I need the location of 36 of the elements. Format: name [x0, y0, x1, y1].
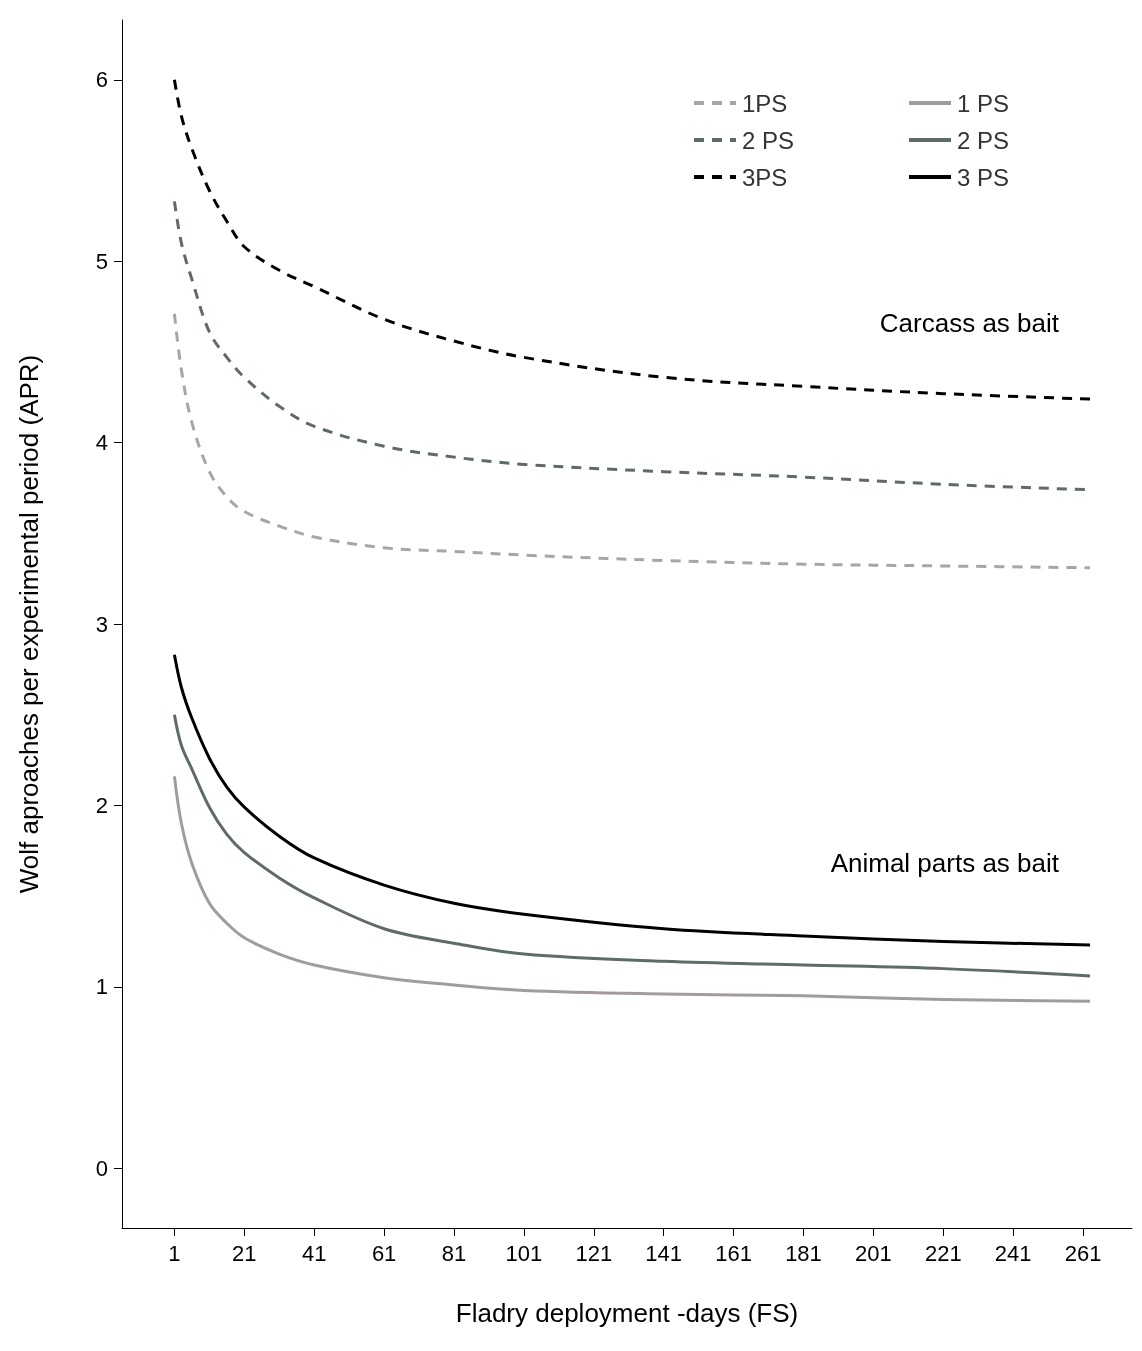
- legend-label: 2 PS: [742, 126, 795, 154]
- legend-label: 1PS: [742, 89, 788, 117]
- line-series: [172, 713, 1092, 978]
- line-series: [172, 78, 1092, 401]
- legend-label: 3 PS: [957, 163, 1010, 191]
- x-tick-label: 261: [1064, 1240, 1102, 1266]
- line-series: [172, 312, 1092, 570]
- x-tick-label: 121: [575, 1240, 613, 1266]
- legend-label: 1 PS: [957, 89, 1010, 117]
- line-series: [172, 774, 1092, 1003]
- x-tick-label: 141: [645, 1240, 683, 1266]
- y-tick-label: 4: [95, 430, 108, 456]
- x-tick-label: 221: [924, 1240, 962, 1266]
- x-tick-label: 181: [785, 1240, 822, 1266]
- y-tick-label: 5: [95, 248, 108, 274]
- y-tick-label: 6: [95, 67, 108, 93]
- x-tick-label: 241: [994, 1240, 1032, 1266]
- y-tick-label: 2: [95, 792, 108, 818]
- legend-label: 3PS: [742, 163, 788, 191]
- x-tick-label: 161: [715, 1240, 752, 1266]
- x-tick-label: 41: [301, 1240, 327, 1266]
- annotation: Carcass as bait: [879, 308, 1060, 338]
- y-tick-label: 0: [95, 1155, 108, 1181]
- y-tick-label: 1: [95, 974, 108, 1000]
- legend-label: 2 PS: [957, 126, 1010, 154]
- y-axis-title: Wolf aproaches per experimental period (APR): [14, 354, 44, 894]
- x-tick-label: 81: [441, 1240, 467, 1266]
- x-tick-label: 61: [371, 1240, 397, 1266]
- x-tick-label: 201: [855, 1240, 892, 1266]
- x-axis-title: Fladry deployment -days (FS): [455, 1298, 799, 1328]
- line-series: [172, 653, 1092, 947]
- y-tick-label: 3: [95, 611, 108, 637]
- x-tick-label: 1: [168, 1240, 181, 1266]
- annotation: Animal parts as bait: [830, 848, 1060, 878]
- x-tick-label: 21: [232, 1240, 257, 1266]
- x-tick-label: 101: [505, 1240, 543, 1266]
